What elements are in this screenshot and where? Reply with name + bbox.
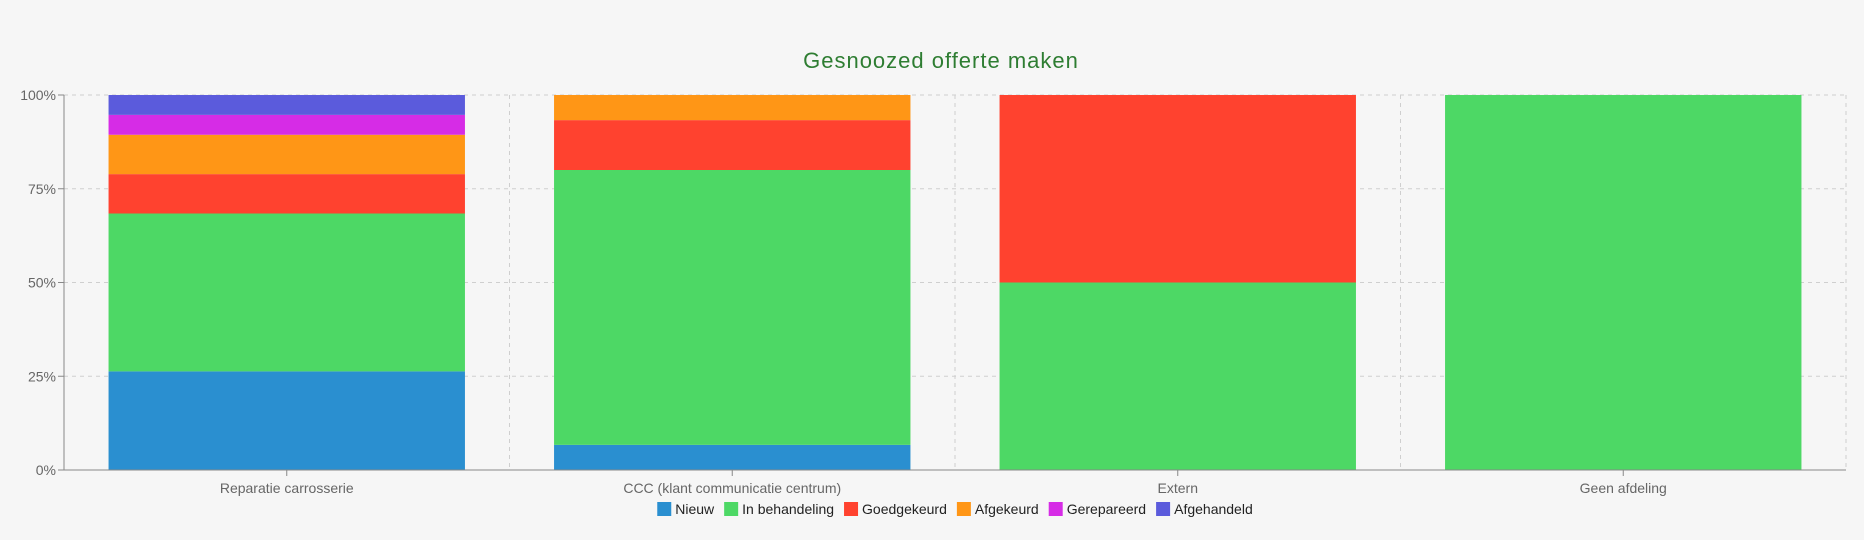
legend-label: Afgehandeld bbox=[1174, 501, 1253, 517]
bar-segment-in-behandeling[interactable] bbox=[554, 170, 911, 445]
legend-label: Gerepareerd bbox=[1067, 501, 1146, 517]
chart-title: Gesnoozed offerte maken bbox=[803, 48, 1079, 73]
y-tick-label: 25% bbox=[28, 368, 56, 384]
legend-swatch bbox=[844, 502, 859, 516]
bar-segment-nieuw[interactable] bbox=[554, 444, 911, 470]
legend[interactable]: Nieuw In behandeling Goedgekeurd Afgekeurd G… bbox=[657, 501, 1253, 517]
bar-segment-afgekeurd[interactable] bbox=[554, 95, 911, 121]
bar-segment-goedgekeurd[interactable] bbox=[999, 95, 1356, 283]
bar-segment-afgehandeld[interactable] bbox=[108, 95, 465, 115]
legend-item-gerepareerd[interactable]: Gerepareerd bbox=[1048, 501, 1146, 517]
legend-item-afgekeurd[interactable]: Afgekeurd bbox=[956, 501, 1039, 517]
x-tick-label: Reparatie carrosserie bbox=[220, 480, 354, 496]
x-tick-label: CCC (klant communicatie centrum) bbox=[623, 480, 841, 496]
legend-swatch bbox=[956, 502, 971, 516]
y-tick-label: 100% bbox=[20, 87, 56, 103]
bar-segment-in-behandeling[interactable] bbox=[999, 282, 1356, 471]
legend-swatch bbox=[1048, 502, 1063, 516]
y-tick-label: 0% bbox=[36, 462, 56, 478]
legend-label: Nieuw bbox=[675, 501, 715, 517]
legend-item-goedgekeurd[interactable]: Goedgekeurd bbox=[844, 501, 947, 517]
bar-segment-goedgekeurd[interactable] bbox=[554, 120, 911, 170]
bar-segment-nieuw[interactable] bbox=[108, 371, 465, 470]
legend-item-afgehandeld[interactable]: Afgehandeld bbox=[1156, 501, 1253, 517]
legend-swatch bbox=[657, 502, 672, 516]
legend-label: Afgekeurd bbox=[975, 501, 1039, 517]
bar-segment-afgekeurd[interactable] bbox=[108, 134, 465, 175]
legend-swatch bbox=[724, 502, 739, 516]
x-tick-label: Geen afdeling bbox=[1580, 480, 1667, 496]
legend-label: In behandeling bbox=[742, 501, 834, 517]
legend-swatch bbox=[1156, 502, 1171, 516]
bar-segment-in-behandeling[interactable] bbox=[108, 213, 465, 372]
x-tick-label: Extern bbox=[1158, 480, 1198, 496]
y-tick-label: 75% bbox=[28, 181, 56, 197]
axes: 0% 25% 50% 75% 100% Reparatie carrosserie CCC … bbox=[20, 87, 1846, 496]
bars bbox=[108, 95, 1802, 471]
bar-segment-gerepareerd[interactable] bbox=[108, 114, 465, 135]
legend-label: Goedgekeurd bbox=[862, 501, 947, 517]
legend-item-nieuw[interactable]: Nieuw bbox=[657, 501, 715, 517]
bar-segment-in-behandeling[interactable] bbox=[1445, 95, 1802, 470]
legend-item-in-behandeling[interactable]: In behandeling bbox=[724, 501, 834, 517]
y-tick-label: 50% bbox=[28, 275, 56, 291]
bar-segment-goedgekeurd[interactable] bbox=[108, 174, 465, 214]
